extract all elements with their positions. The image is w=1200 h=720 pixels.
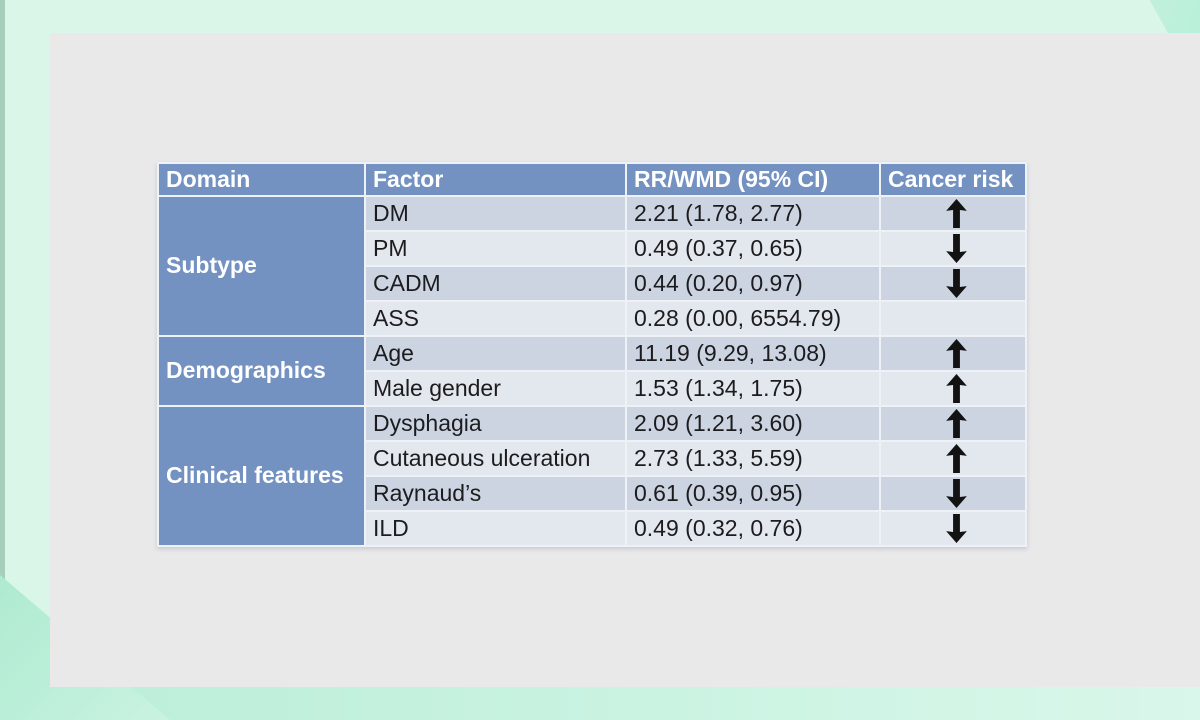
column-header-domain: Domain	[157, 162, 366, 197]
background-left-strip	[0, 0, 5, 720]
risk-up-arrow-icon	[946, 374, 967, 403]
cancer-risk-cell	[879, 475, 1027, 512]
table-row: Male gender 1.53 (1.34, 1.75)	[158, 370, 1027, 407]
risk-down-arrow-icon	[946, 269, 967, 298]
rr-cell: 0.44 (0.20, 0.97)	[625, 265, 881, 302]
column-header-cancer-risk: Cancer risk	[879, 162, 1027, 197]
factor-cell: Male gender	[364, 370, 627, 407]
header-row: Domain Factor RR/WMD (95% CI) Cancer ris…	[157, 162, 1027, 197]
risk-up-arrow-icon	[946, 444, 967, 473]
cancer-risk-cell	[879, 405, 1027, 442]
column-header-rr-wmd: RR/WMD (95% CI)	[625, 162, 881, 197]
cancer-risk-cell	[879, 195, 1027, 232]
cancer-risk-cell	[879, 510, 1027, 547]
risk-down-arrow-icon	[946, 479, 967, 508]
cancer-risk-cell	[879, 335, 1027, 372]
risk-factor-table: Domain Factor RR/WMD (95% CI) Cancer ris…	[157, 162, 1027, 547]
cancer-risk-cell	[879, 370, 1027, 407]
factor-cell: Raynaud’s	[364, 475, 627, 512]
table-row: Raynaud’s 0.61 (0.39, 0.95)	[158, 475, 1027, 512]
domain-cell-clinical-features: Clinical features	[157, 405, 366, 547]
table-row: Subtype DM 2.21 (1.78, 2.77)	[157, 195, 1027, 337]
factor-cell: ASS	[364, 300, 627, 337]
factor-cell: CADM	[364, 265, 627, 302]
rr-cell: 2.09 (1.21, 3.60)	[625, 405, 881, 442]
risk-up-arrow-icon	[946, 339, 967, 368]
rr-cell: 2.73 (1.33, 5.59)	[625, 440, 881, 477]
rr-cell: 0.61 (0.39, 0.95)	[625, 475, 881, 512]
factor-cell: DM	[364, 195, 627, 232]
factor-cell: PM	[364, 230, 627, 267]
risk-up-arrow-icon	[946, 409, 967, 438]
table-row: PM 0.49 (0.37, 0.65)	[158, 230, 1027, 267]
domain-cell-demographics: Demographics	[157, 335, 366, 407]
background-accent-top-right	[1149, 0, 1200, 34]
cancer-risk-cell	[879, 265, 1027, 302]
cancer-risk-cell	[879, 230, 1027, 267]
column-header-factor: Factor	[364, 162, 627, 197]
rr-cell: 1.53 (1.34, 1.75)	[625, 370, 881, 407]
rr-cell: 0.28 (0.00, 6554.79)	[625, 300, 881, 337]
table-row: Demographics Age 11.19 (9.29, 13.08)	[157, 335, 1027, 407]
rr-cell: 0.49 (0.37, 0.65)	[625, 230, 881, 267]
table-row: CADM 0.44 (0.20, 0.97)	[158, 265, 1027, 302]
table-row: ILD 0.49 (0.32, 0.76)	[158, 510, 1027, 547]
table-row: ASS 0.28 (0.00, 6554.79)	[158, 300, 1027, 337]
rr-cell: 2.21 (1.78, 2.77)	[625, 195, 881, 232]
factor-cell: Cutaneous ulceration	[364, 440, 627, 477]
table-row: Cutaneous ulceration 2.73 (1.33, 5.59)	[158, 440, 1027, 477]
risk-up-arrow-icon	[946, 199, 967, 228]
factor-cell: ILD	[364, 510, 627, 547]
factor-cell: Dysphagia	[364, 405, 627, 442]
cancer-risk-cell	[879, 300, 1027, 337]
cancer-risk-cell	[879, 440, 1027, 477]
table-row: Clinical features Dysphagia 2.09 (1.21, …	[157, 405, 1027, 547]
rr-cell: 11.19 (9.29, 13.08)	[625, 335, 881, 372]
risk-down-arrow-icon	[946, 514, 967, 543]
factor-cell: Age	[364, 335, 627, 372]
domain-cell-subtype: Subtype	[157, 195, 366, 337]
rr-cell: 0.49 (0.32, 0.76)	[625, 510, 881, 547]
risk-down-arrow-icon	[946, 234, 967, 263]
